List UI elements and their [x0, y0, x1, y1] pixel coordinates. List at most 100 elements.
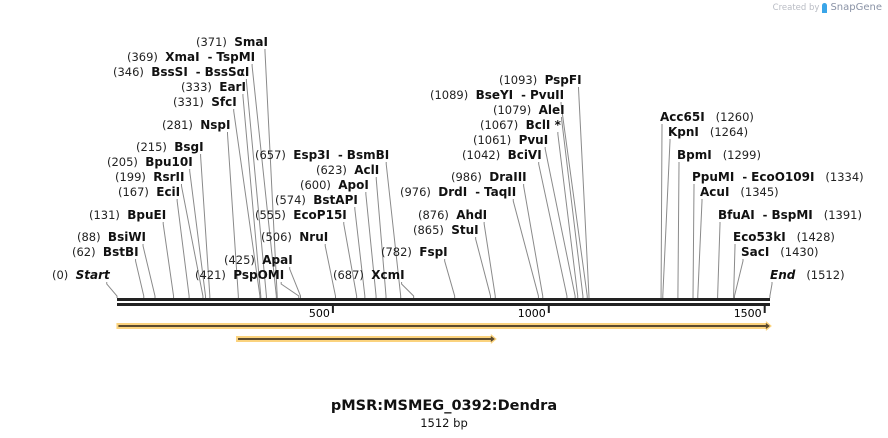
- site-connector-line: [365, 192, 377, 298]
- site-label-bsiwi[interactable]: (88) BsiWI: [77, 230, 146, 244]
- site-label-bpuei[interactable]: (131) BpuEI: [89, 208, 166, 222]
- site-label-acui[interactable]: AcuI (1345): [700, 185, 779, 199]
- site-name: NspI: [200, 118, 231, 132]
- site-separator: -: [467, 185, 484, 199]
- site-position: (623): [316, 163, 347, 177]
- site-position: (1428): [796, 230, 835, 244]
- site-label-xmai[interactable]: (369) XmaI - TspMI: [127, 50, 255, 64]
- site-label-bseyi[interactable]: (1089) BseYI - PvuII: [430, 88, 564, 102]
- site-name: PpuMI: [692, 170, 735, 184]
- site-connector-line: [475, 237, 492, 298]
- site-name: BssSI: [151, 65, 188, 79]
- site-name: KpnI: [668, 125, 699, 139]
- site-label-nrui[interactable]: (506) NruI: [261, 230, 328, 244]
- site-label-eco53ki[interactable]: Eco53kI (1428): [733, 230, 835, 244]
- site-connector-line: [697, 199, 703, 298]
- site-name: ApaI: [262, 253, 293, 267]
- site-separator: -: [513, 88, 530, 102]
- site-label-ecii[interactable]: (167) EciI: [118, 185, 180, 199]
- site-connector-line: [660, 124, 663, 298]
- site-name: AcuI: [700, 185, 730, 199]
- site-connector-line: [483, 222, 496, 298]
- site-position: (333): [181, 80, 212, 94]
- site-label-rsrii[interactable]: (199) RsrII: [115, 170, 184, 184]
- site-separator: -: [734, 170, 752, 184]
- site-label-apai[interactable]: (425) ApaI: [224, 253, 293, 267]
- site-label-ahdi[interactable]: (876) AhdI: [418, 208, 487, 222]
- site-connector-line: [264, 49, 278, 298]
- site-label-bstapi[interactable]: (574) BstAPI: [275, 193, 358, 207]
- site-label-bstbi[interactable]: (62) BstBI: [72, 245, 139, 259]
- site-name: BciVI: [507, 148, 542, 162]
- site-label-bsssi[interactable]: (346) BssSI - BssSαI: [113, 65, 249, 79]
- site-name: PspOMI: [233, 268, 285, 282]
- site-label-bfuai[interactable]: BfuAI - BspMI (1391): [718, 208, 862, 222]
- site-label-stui[interactable]: (865) StuI: [413, 223, 479, 237]
- site-label-eari[interactable]: (333) EarI: [181, 80, 246, 94]
- site-label-start[interactable]: (0) Start: [52, 268, 110, 282]
- site-label-acc65i[interactable]: Acc65I (1260): [660, 110, 754, 124]
- site-label-kpni[interactable]: KpnI (1264): [668, 125, 748, 139]
- site-connector-line: [106, 282, 118, 298]
- site-connector-line: [251, 64, 277, 298]
- site-label-ecop15i[interactable]: (555) EcoP15I: [255, 208, 347, 222]
- site-label-draiii[interactable]: (986) DraIII: [451, 170, 527, 184]
- site-name-secondary: TaqII: [483, 185, 517, 199]
- feature-full[interactable]: [116, 321, 772, 331]
- site-label-bcli[interactable]: (1067) BclI *: [480, 118, 561, 132]
- site-label-alei[interactable]: (1079) AleI: [493, 103, 565, 117]
- site-connector-line: [142, 244, 156, 298]
- site-label-bsgi[interactable]: (215) BsgI: [136, 140, 204, 154]
- site-separator: -: [199, 50, 217, 64]
- site-position: (1067): [480, 118, 519, 132]
- site-position: (1093): [499, 73, 538, 87]
- site-label-apoi[interactable]: (600) ApoI: [300, 178, 369, 192]
- site-label-nspi[interactable]: (281) NspI: [162, 118, 231, 132]
- site-label-smai[interactable]: (371) SmaI: [196, 35, 268, 49]
- site-position: (1042): [462, 148, 501, 162]
- site-label-acli[interactable]: (623) AclI: [316, 163, 379, 177]
- site-connector-line: [444, 259, 456, 298]
- site-position: (1391): [823, 208, 862, 222]
- site-name: DraIII: [489, 170, 527, 184]
- snapgene-logo-icon: [822, 2, 828, 13]
- site-label-bpu10i[interactable]: (205) Bpu10I: [107, 155, 193, 169]
- site-label-xcmi[interactable]: (687) XcmI: [333, 268, 405, 282]
- feature-insert[interactable]: [236, 334, 497, 344]
- features: [116, 321, 772, 344]
- site-connector-line: [324, 244, 336, 298]
- site-connector-line: [538, 162, 568, 298]
- site-label-bcivi[interactable]: (1042) BciVI: [462, 148, 542, 162]
- site-label-end[interactable]: End (1512): [770, 268, 845, 282]
- site-name: EarI: [219, 80, 246, 94]
- site-position: (199): [115, 170, 146, 184]
- site-position: (1334): [825, 170, 864, 184]
- site-name: EciI: [156, 185, 181, 199]
- site-name: EcoP15I: [293, 208, 347, 222]
- site-label-ppumi[interactable]: PpuMI - EcoO109I (1334): [692, 170, 864, 184]
- site-label-saci[interactable]: SacI (1430): [741, 245, 819, 259]
- site-position: (62): [72, 245, 96, 259]
- site-connector-line: [662, 139, 671, 298]
- site-label-pspfi[interactable]: (1093) PspFI: [499, 73, 582, 87]
- site-connector-line: [733, 259, 744, 298]
- site-position: (876): [418, 208, 449, 222]
- site-position: (425): [224, 253, 255, 267]
- site-label-pspomi[interactable]: (421) PspOMI: [195, 268, 284, 282]
- branding: Created by SnapGene: [773, 2, 882, 13]
- site-connector-line: [233, 109, 261, 298]
- site-label-sfci[interactable]: (331) SfcI: [173, 95, 237, 109]
- site-label-fspi[interactable]: (782) FspI: [381, 245, 448, 259]
- site-connector-line: [242, 94, 262, 298]
- site-label-bpmi[interactable]: BpmI (1299): [677, 148, 761, 162]
- site-label-drdi[interactable]: (976) DrdI - TaqII: [400, 185, 516, 199]
- site-label-pvui[interactable]: (1061) PvuI: [473, 133, 548, 147]
- ruler: 500 1000 1500: [117, 298, 770, 320]
- site-name: RsrII: [153, 170, 185, 184]
- site-label-esp3i[interactable]: (657) Esp3I - BsmBI: [255, 148, 389, 162]
- site-position: (1299): [722, 148, 761, 162]
- site-name: FspI: [419, 245, 448, 259]
- site-connector-line: [401, 282, 415, 298]
- site-connector-line: [717, 222, 721, 298]
- site-connector-line: [677, 162, 680, 298]
